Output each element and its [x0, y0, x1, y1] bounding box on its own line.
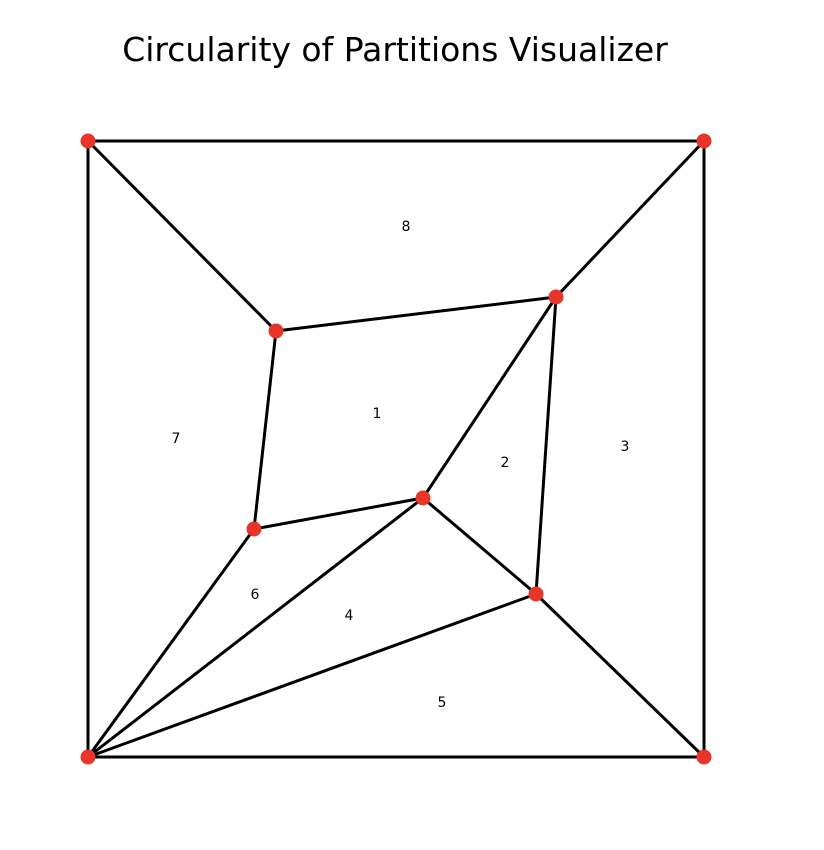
region-label-1: 1 [373, 406, 382, 422]
edge-inner-upper-left-inner-lower-left [252, 329, 278, 531]
vertices-layer [80, 133, 712, 765]
edge-top-left-inner-upper-left [86, 139, 278, 333]
region-label-8: 8 [402, 219, 411, 235]
edge-inner-upper-left-inner-upper-right [274, 295, 558, 333]
edge-top-right-inner-upper-right [554, 139, 706, 299]
edge-inner-lower-right-bottom-right [534, 592, 706, 759]
region-label-5: 5 [438, 695, 447, 711]
vertex-inner-lower-right [528, 586, 544, 602]
vertex-bottom-right [696, 749, 712, 765]
region-label-6: 6 [251, 587, 260, 603]
vertex-inner-upper-left [268, 323, 284, 339]
vertex-top-left [80, 133, 96, 149]
region-label-4: 4 [345, 608, 354, 624]
vertex-top-right [696, 133, 712, 149]
diagram-title: Circularity of Partitions Visualizer [122, 30, 668, 69]
edge-inner-center-inner-lower-right [421, 496, 538, 596]
vertex-inner-center [415, 490, 431, 506]
edges-layer [86, 139, 706, 759]
vertex-inner-upper-right [548, 289, 564, 305]
edge-inner-lower-left-bottom-left [86, 527, 256, 759]
edge-inner-center-inner-upper-right [421, 295, 558, 500]
edge-inner-upper-right-inner-lower-right [534, 295, 558, 596]
region-label-3: 3 [621, 439, 630, 455]
edge-inner-lower-left-inner-center [252, 496, 425, 531]
region-label-2: 2 [501, 455, 510, 471]
vertex-bottom-left [80, 749, 96, 765]
vertex-inner-lower-left [246, 521, 262, 537]
region-labels-layer: 1 2 3 4 5 6 7 8 [172, 219, 630, 711]
region-label-7: 7 [172, 431, 181, 447]
edge-inner-center-bottom-left [86, 496, 425, 759]
edge-inner-lower-right-bottom-left [86, 592, 538, 759]
